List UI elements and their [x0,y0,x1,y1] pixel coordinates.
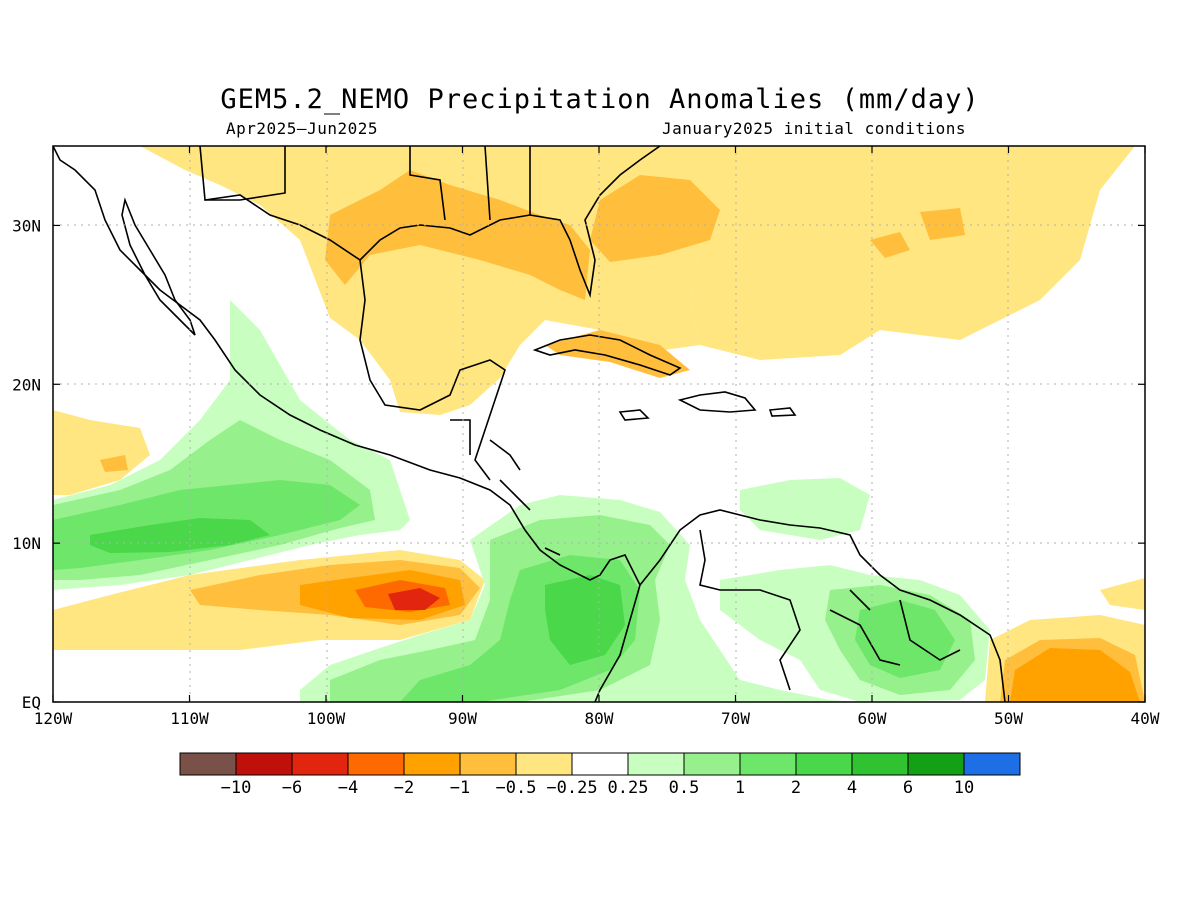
y-tick-label: EQ [22,693,41,712]
colorbar-label: 2 [790,778,802,798]
colorbar-swatch [179,752,237,776]
wet-anomaly-caribbean [740,478,870,540]
colorbar-label: −10 [220,778,252,798]
dry-spot-3 [100,455,128,472]
dry-anomaly-gulf [140,146,740,415]
colorbar-label: 6 [902,778,914,798]
dry-spot-2 [920,208,965,240]
forecast-period: Apr2025–Jun2025 [226,119,378,138]
colorbar-label: 4 [846,778,858,798]
axis-tick-labels: 120W 110W 100W 90W 80W 70W 60W 50W 40W EQ 10N 20N 30… [12,216,1160,728]
dry-atlantic-core [590,175,720,262]
colorbar-label: −1 [449,778,471,798]
colorbar-swatch [851,752,909,776]
x-tick-label: 90W [448,709,477,728]
x-tick-label: 120W [34,709,73,728]
x-tick-label: 70W [721,709,750,728]
dry-anomaly-mexico-pacific [53,410,150,495]
dry-spot-1 [870,232,910,258]
colorbar-label: −2 [393,778,415,798]
y-tick-label: 30N [12,216,41,235]
anomaly-fields [53,146,1145,702]
x-tick-label: 50W [994,709,1023,728]
colorbar-swatch [235,752,293,776]
colorbar-swatch [963,752,1021,776]
colorbar-swatch [459,752,517,776]
dry-pacific-max [388,588,440,610]
colorbar-swatch [347,752,405,776]
borders-us-mexico [205,146,531,221]
dry-anomaly-atlantic [690,146,1135,360]
initial-conditions: January2025 initial conditions [662,119,966,138]
colorbar-label: 10 [953,778,975,798]
gulf-coast-outline [199,146,506,481]
colorbar [179,752,1021,776]
jamaica-outline [618,409,650,421]
y-tick-label: 10N [12,534,41,553]
x-tick-label: 80W [585,709,614,728]
colorbar-swatch [515,752,573,776]
pacific-coast-outline [53,146,641,702]
dry-anomaly-far-east [1100,578,1145,610]
y-tick-label: 20N [12,375,41,394]
colorbar-swatch [291,752,349,776]
colorbar-swatch [403,752,461,776]
puerto-rico-outline [768,407,797,417]
colorbar-label: 1 [734,778,746,798]
axis-ticks [52,146,1146,703]
grid-lines [53,146,1145,702]
borders-south-america [699,529,961,691]
dry-gulf-core [325,170,590,300]
colorbar-label: 0.5 [668,778,700,798]
wet-itcz-core [90,518,270,553]
colorbar-label: 0.25 [607,778,649,798]
baja-outline [121,197,196,336]
x-tick-label: 60W [858,709,887,728]
x-tick-label: 110W [170,709,209,728]
south-america-outline [639,509,1006,702]
colorbar-swatch [795,752,853,776]
colorbar-swatch [907,752,965,776]
coastlines [53,146,1006,702]
colorbar-label: −0.5 [495,778,537,798]
wet-panama-core [545,575,625,665]
x-tick-label: 100W [307,709,346,728]
map-title: GEM5.2_NEMO Precipitation Anomalies (mm/… [220,84,980,115]
colorbar-swatch [627,752,685,776]
colorbar-label: −6 [281,778,303,798]
colorbar-label: −0.25 [546,778,598,798]
colorbar-swatch [571,752,629,776]
dry-cuba-band [545,330,690,378]
colorbar-swatch [683,752,741,776]
x-tick-label: 40W [1131,709,1160,728]
colorbar-label: −4 [337,778,359,798]
borders-central-america [450,419,561,556]
colorbar-swatch [739,752,797,776]
dry-atlantic-strong [1010,648,1140,702]
cuba-outline [532,334,682,376]
hispaniola-outline [677,391,757,413]
us-gulf-coast-outline [359,146,661,299]
